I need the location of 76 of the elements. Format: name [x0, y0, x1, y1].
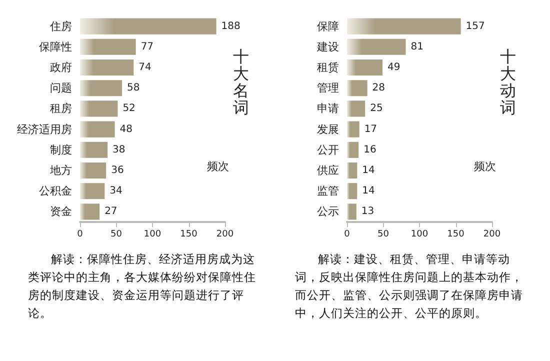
- data-label: 13: [361, 206, 374, 218]
- bar: [80, 100, 118, 117]
- bar: [347, 162, 358, 179]
- bar: [80, 38, 136, 55]
- bar: [347, 204, 356, 220]
- y-tick-label: 申请: [317, 102, 339, 116]
- x-axis-title: 频次: [207, 160, 229, 173]
- bar: [347, 121, 360, 138]
- bar: [80, 183, 105, 200]
- bar: [80, 204, 100, 220]
- y-tick-label: 监管: [317, 184, 339, 198]
- y-tick-label: 公积金: [39, 184, 72, 198]
- x-tick-label: 150: [180, 230, 198, 240]
- bar: [347, 59, 383, 76]
- y-tick-label: 资金: [50, 205, 72, 218]
- data-label: 157: [466, 20, 485, 32]
- y-tick-label: 租赁: [317, 61, 339, 74]
- data-label: 81: [410, 41, 424, 52]
- bar: [80, 142, 108, 158]
- x-tick-label: 100: [144, 230, 162, 240]
- x-tick-label: 0: [77, 230, 84, 240]
- data-label: 48: [120, 124, 133, 135]
- data-label: 14: [362, 165, 375, 176]
- bar: [347, 18, 461, 34]
- bar: [80, 162, 106, 179]
- data-label: 38: [112, 144, 126, 156]
- y-tick-label: 住房: [50, 20, 72, 33]
- y-tick-label: 发展: [317, 122, 339, 136]
- y-tick-label: 公示: [317, 205, 339, 218]
- bar: [80, 80, 122, 96]
- text: 十大名词: [233, 47, 249, 117]
- text: 解读：建设、租赁、管理、申请等动词，反映出保障性住房问题上的基本动作，而公开、监管、公示则强调了在保障房申请中，人们关注的公开、公平的原则。: [294, 251, 524, 322]
- y-tick-label: 制度: [50, 143, 72, 156]
- data-label: 16: [364, 144, 376, 156]
- bar: [80, 18, 216, 34]
- data-label: 25: [370, 103, 383, 114]
- y-tick-label: 地方: [49, 164, 72, 177]
- bar: [347, 183, 358, 200]
- data-label: 52: [122, 103, 136, 114]
- data-label: 74: [138, 62, 152, 73]
- x-tick-label: 100: [410, 230, 428, 240]
- y-tick-label: 保障: [317, 20, 339, 33]
- x-tick-label: 0: [344, 230, 350, 240]
- data-label: 36: [111, 165, 124, 176]
- y-tick-label: 保障性: [39, 40, 72, 54]
- bar: [347, 80, 368, 96]
- data-label: 17: [364, 124, 378, 135]
- y-tick-label: 问题: [50, 82, 72, 95]
- y-tick-label: 政府: [50, 61, 72, 74]
- data-label: 27: [104, 206, 118, 218]
- data-label: 34: [110, 186, 122, 197]
- x-axis-title: 频次: [474, 160, 496, 173]
- data-label: 14: [362, 186, 375, 197]
- text: 十大动词: [500, 47, 516, 117]
- bar: [347, 142, 359, 158]
- x-tick-label: 150: [447, 230, 465, 240]
- y-tick-label: 经济适用房: [17, 122, 72, 136]
- x-tick-label: 50: [110, 230, 122, 240]
- bar: [80, 121, 115, 138]
- x-tick-label: 50: [378, 230, 390, 240]
- bar: [347, 100, 366, 117]
- y-tick-label: 供应: [317, 164, 339, 177]
- y-tick-label: 租房: [50, 102, 72, 116]
- data-label: 58: [127, 82, 140, 94]
- data-label: 28: [372, 82, 386, 94]
- text: 解读：保障性住房、经济适用房成为这类评论中的主角，各大媒体纷纷对保障性住房的制度建设、资金运用等问题进行了评论。: [27, 251, 257, 322]
- bar: [347, 38, 406, 55]
- data-label: 77: [140, 41, 154, 52]
- data-label: 188: [221, 20, 240, 32]
- x-tick-label: 200: [483, 230, 501, 240]
- y-tick-label: 管理: [317, 82, 339, 95]
- data-label: 49: [388, 62, 400, 73]
- x-tick-label: 200: [216, 230, 234, 240]
- y-tick-label: 公开: [317, 143, 339, 156]
- bar: [80, 59, 134, 76]
- y-tick-label: 建设: [316, 40, 339, 54]
